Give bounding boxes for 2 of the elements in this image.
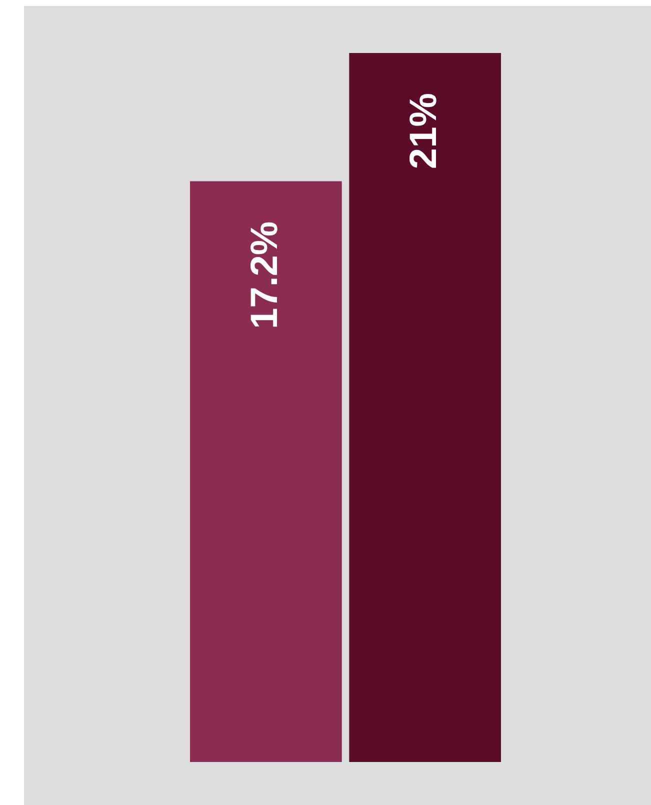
data-label: 21%: [403, 93, 446, 170]
data-label: 17.2%: [244, 221, 286, 330]
